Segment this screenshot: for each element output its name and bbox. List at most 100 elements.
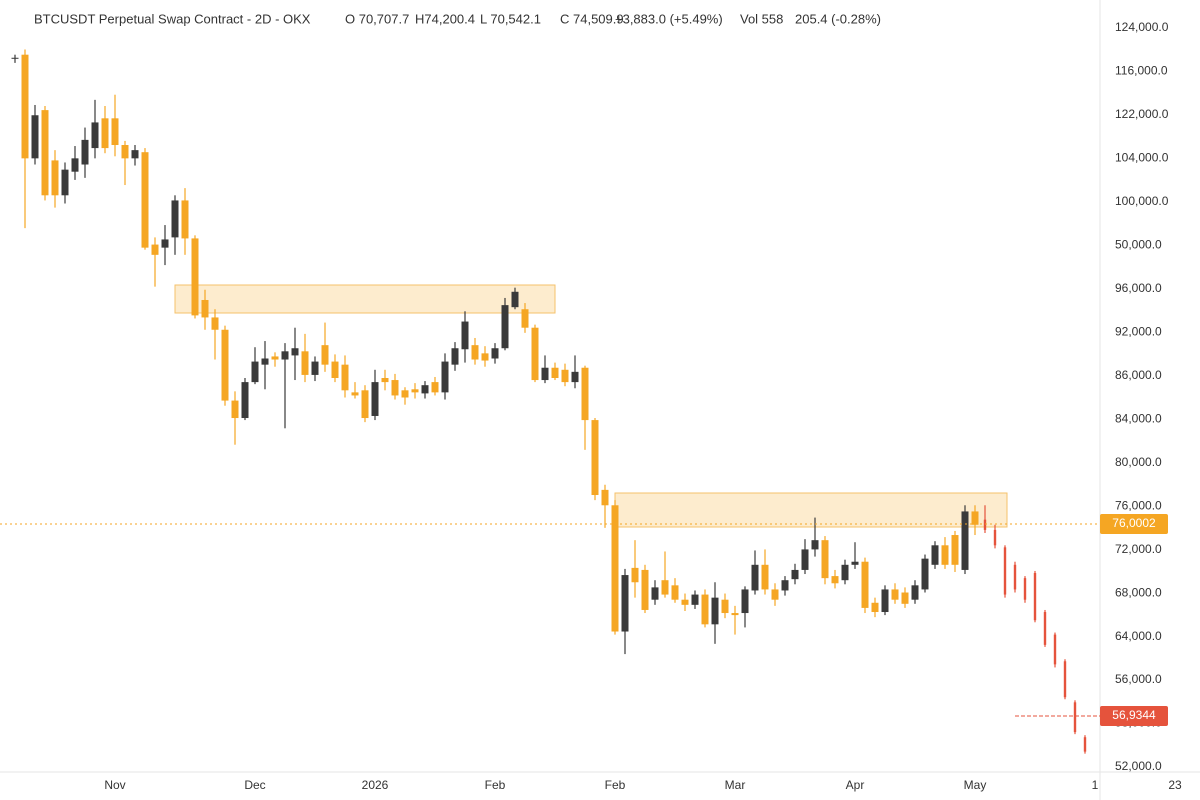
candle-body bbox=[821, 540, 829, 579]
candle-body bbox=[181, 200, 189, 239]
price-marker-label: 76,0002 bbox=[1112, 516, 1156, 530]
price-label: 64,000.0 bbox=[1115, 629, 1162, 643]
candle-body bbox=[911, 585, 919, 600]
candle-body bbox=[51, 160, 59, 196]
candle-body bbox=[431, 382, 439, 393]
price-label: 100,000.0 bbox=[1115, 194, 1169, 208]
candle-body bbox=[561, 369, 569, 383]
price-label: 68,000.0 bbox=[1115, 585, 1162, 599]
candle-body bbox=[841, 564, 849, 581]
candle-body bbox=[291, 348, 299, 356]
candle-body bbox=[11, 57, 19, 59]
price-label: 84,000.0 bbox=[1115, 411, 1162, 425]
candle-body bbox=[651, 587, 659, 600]
candle-body bbox=[611, 505, 619, 632]
candle-body bbox=[781, 580, 789, 591]
candle-body bbox=[401, 390, 409, 398]
candle-body bbox=[311, 361, 319, 375]
candle-body bbox=[1053, 634, 1057, 665]
header-value: Vol 558 bbox=[740, 11, 783, 26]
candle-body bbox=[151, 244, 159, 255]
candle-body bbox=[771, 589, 779, 600]
chart-title: BTCUSDT Perpetual Swap Contract - 2D - O… bbox=[34, 11, 311, 26]
candle-body bbox=[521, 309, 529, 328]
candle-body bbox=[711, 597, 719, 625]
candle-body bbox=[951, 535, 959, 565]
x-tick-label: 1 bbox=[1092, 778, 1099, 792]
header-value: H74,200.4 bbox=[415, 11, 475, 26]
candle-body bbox=[791, 569, 799, 580]
x-tick-label: Nov bbox=[104, 778, 125, 792]
candle-body bbox=[601, 489, 609, 506]
candle-body bbox=[411, 389, 419, 393]
candle-body bbox=[261, 358, 269, 365]
candle-body bbox=[441, 361, 449, 393]
candle-body bbox=[961, 511, 969, 570]
price-label: 86,000.0 bbox=[1115, 368, 1162, 382]
candle-body bbox=[341, 364, 349, 391]
header-value: 205.4 (-0.28%) bbox=[795, 11, 881, 26]
candle-body bbox=[801, 549, 809, 570]
price-marker-box bbox=[1100, 514, 1168, 534]
candle-body bbox=[731, 613, 739, 616]
candle-body bbox=[71, 158, 79, 172]
price-label: 50,000.0 bbox=[1115, 238, 1162, 252]
candle-body bbox=[931, 545, 939, 565]
candle-body bbox=[901, 592, 909, 604]
price-label: 104,000.0 bbox=[1115, 151, 1169, 165]
candle-body bbox=[361, 390, 369, 419]
candle-body bbox=[851, 561, 859, 565]
candle-body bbox=[741, 589, 749, 614]
price-marker-label: 56,9344 bbox=[1112, 708, 1156, 722]
candle-body bbox=[751, 564, 759, 591]
candle-body bbox=[171, 200, 179, 238]
candle-body bbox=[971, 511, 979, 525]
candle-body bbox=[993, 529, 997, 546]
candle-body bbox=[871, 602, 879, 613]
candle-body bbox=[491, 348, 499, 359]
candle-body bbox=[811, 540, 819, 550]
candle-body bbox=[21, 54, 29, 159]
candle-body bbox=[81, 139, 89, 165]
candle-body bbox=[191, 238, 199, 316]
candle-body bbox=[531, 327, 539, 381]
candle-body bbox=[571, 371, 579, 383]
candle-body bbox=[381, 377, 389, 383]
price-label: 52,000.0 bbox=[1115, 759, 1162, 773]
header-value: C 74,509.9 bbox=[560, 11, 624, 26]
candle-body bbox=[1033, 573, 1037, 621]
candle-body bbox=[941, 545, 949, 565]
candle-body bbox=[371, 382, 379, 416]
candle-body bbox=[891, 589, 899, 600]
candle-body bbox=[231, 400, 239, 419]
candle-body bbox=[91, 122, 99, 149]
candle-body bbox=[251, 361, 259, 383]
candle-body bbox=[1043, 612, 1047, 645]
candle-body bbox=[681, 599, 689, 605]
resistance-zone bbox=[174, 284, 556, 314]
candle-body bbox=[31, 115, 39, 159]
price-label: 92,000.0 bbox=[1115, 324, 1162, 338]
candle-body bbox=[661, 580, 669, 595]
candle-body bbox=[1003, 547, 1007, 595]
candle-body bbox=[1083, 737, 1087, 752]
price-label: 116,000.0 bbox=[1115, 64, 1168, 78]
candle-body bbox=[983, 519, 987, 530]
candle-body bbox=[1063, 661, 1067, 698]
price-label: 76,000.0 bbox=[1115, 498, 1162, 512]
candles bbox=[11, 49, 1087, 754]
candle-body bbox=[211, 317, 219, 330]
price-marker-box bbox=[1100, 706, 1168, 726]
candle-body bbox=[241, 382, 249, 419]
candle-body bbox=[221, 329, 229, 401]
candle-body bbox=[761, 564, 769, 590]
candle-body bbox=[141, 152, 149, 248]
candle-body bbox=[1013, 564, 1017, 590]
x-tick-label: 2026 bbox=[362, 778, 389, 792]
x-tick-label: Mar bbox=[725, 778, 746, 792]
candle-body bbox=[481, 353, 489, 361]
candle-body bbox=[881, 589, 889, 613]
candle-body bbox=[301, 351, 309, 375]
